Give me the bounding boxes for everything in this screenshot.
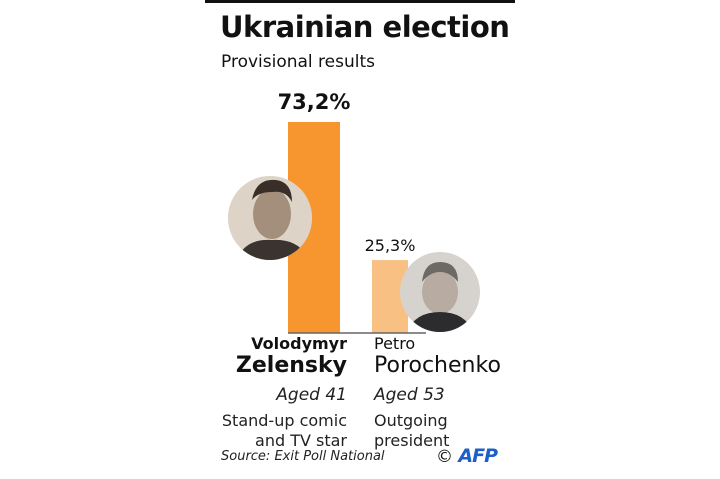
last-name: Porochenko [374, 353, 501, 378]
afp-logo: AFP [458, 445, 498, 467]
description-line: Stand-up comic [221, 411, 347, 430]
poroshenko-photo [400, 252, 480, 332]
zelensky-photo [228, 176, 312, 260]
last-name: Zelensky [235, 353, 347, 378]
description-line: and TV star [255, 431, 347, 450]
candidate-poroshenko: Petro Porochenko Aged 53 Outgoing presid… [374, 334, 501, 451]
value-label-zelensky: 73,2% [277, 90, 351, 114]
age: Aged 53 [374, 385, 445, 405]
first-name: Volodymyr [251, 334, 347, 353]
description-line: Outgoing [374, 411, 448, 430]
first-name: Petro [374, 334, 416, 353]
source-note: Source: Exit Poll National [221, 449, 385, 464]
afp-credit: © AFP [436, 445, 498, 467]
candidate-zelensky: Volodymyr Zelensky Aged 41 Stand-up comi… [222, 334, 347, 451]
chart-subtitle: Provisional results [221, 52, 376, 72]
description-line: president [374, 431, 450, 450]
copyright-icon: © [436, 447, 453, 467]
value-label-poroshenko: 25,3% [364, 236, 416, 256]
top-rule [205, 0, 515, 3]
chart-title: Ukrainian election [220, 10, 510, 44]
age: Aged 41 [276, 385, 347, 405]
